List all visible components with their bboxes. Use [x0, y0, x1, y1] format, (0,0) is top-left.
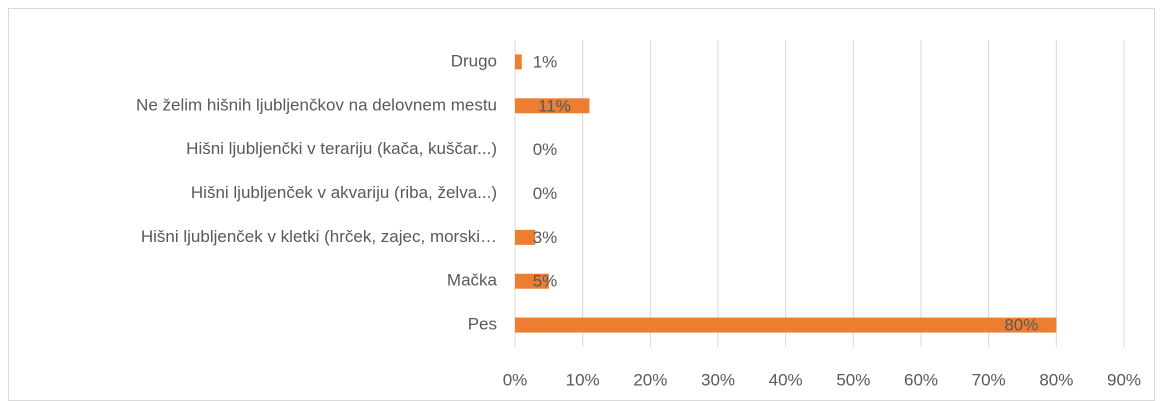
x-tick-label: 80% [1039, 370, 1073, 389]
y-tick-label: Hišni ljubljenček v kletki (hrček, zajec… [141, 227, 497, 246]
y-tick-label: Hišni ljubljenčki v terariju (kača, kušč… [186, 139, 497, 158]
y-tick-label: Ne želim hišnih ljubljenčkov na delovnem… [136, 95, 497, 114]
value-label: 5% [533, 272, 558, 291]
value-label: 3% [533, 228, 558, 247]
x-tick-label: 70% [972, 370, 1006, 389]
y-tick-label: Drugo [451, 51, 497, 70]
value-label: 1% [533, 52, 558, 71]
bar [515, 273, 549, 289]
bar [515, 98, 590, 114]
value-label: 80% [1004, 316, 1038, 335]
x-tick-label: 40% [769, 370, 803, 389]
x-tick-label: 50% [836, 370, 870, 389]
value-label: 0% [533, 184, 558, 203]
value-label: 0% [533, 140, 558, 159]
y-tick-label: Mačka [447, 271, 498, 290]
bar [515, 317, 1057, 333]
x-tick-label: 20% [633, 370, 667, 389]
bar [515, 54, 522, 70]
x-tick-label: 60% [904, 370, 938, 389]
chart-frame [8, 8, 1155, 401]
x-tick-label: 10% [566, 370, 600, 389]
x-tick-label: 30% [701, 370, 735, 389]
value-label: 11% [538, 96, 571, 115]
y-tick-label: Hišni ljubljenček v akvariju (riba, želv… [191, 183, 497, 202]
x-tick-label: 90% [1107, 370, 1141, 389]
y-tick-label: Pes [468, 315, 497, 334]
x-tick-label: 0% [503, 370, 528, 389]
bar [515, 229, 536, 245]
